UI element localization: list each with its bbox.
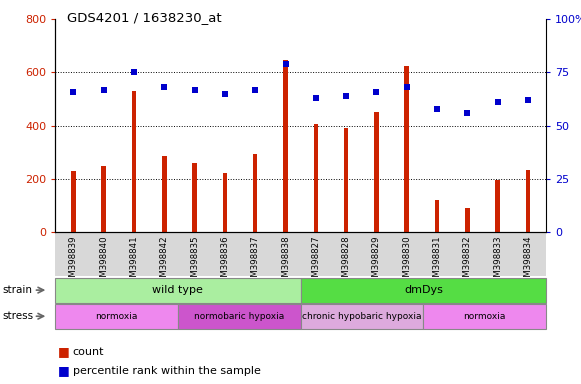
Bar (435, 200, 439, 232)
Point (130, 70, 139, 76)
Text: strain: strain (3, 285, 33, 295)
Point (342, 93, 351, 99)
Point (160, 84, 169, 91)
Text: percentile rank within the sample: percentile rank within the sample (73, 366, 260, 376)
Bar (465, 209, 469, 232)
Bar (223, 173, 227, 232)
Bar (71, 171, 76, 232)
Text: ■: ■ (58, 345, 70, 358)
Point (69, 89, 78, 95)
Point (372, 89, 381, 95)
Bar (314, 124, 318, 232)
Bar (404, 66, 409, 232)
Bar (526, 170, 530, 232)
Bar (284, 61, 288, 232)
Text: count: count (73, 347, 104, 357)
Point (523, 97, 533, 103)
Text: dmDys: dmDys (404, 285, 443, 295)
Bar (253, 154, 257, 232)
Text: GDS4201 / 1638230_at: GDS4201 / 1638230_at (67, 12, 221, 25)
Point (220, 91, 229, 97)
Text: normoxia: normoxia (464, 312, 506, 321)
Text: chronic hypobaric hypoxia: chronic hypobaric hypoxia (302, 312, 422, 321)
Text: normobaric hypoxia: normobaric hypoxia (194, 312, 285, 321)
Point (402, 84, 411, 91)
Bar (132, 91, 137, 232)
Point (281, 61, 290, 67)
Text: ■: ■ (58, 364, 70, 377)
Bar (162, 156, 167, 232)
Bar (496, 180, 500, 232)
Point (250, 86, 260, 93)
Point (462, 110, 472, 116)
Text: wild type: wild type (152, 285, 203, 295)
Bar (192, 162, 197, 232)
Text: normoxia: normoxia (95, 312, 138, 321)
Text: stress: stress (3, 311, 34, 321)
Point (493, 99, 503, 105)
Point (190, 86, 199, 93)
Bar (344, 128, 349, 232)
Point (311, 95, 321, 101)
Bar (374, 113, 379, 232)
Point (99, 86, 108, 93)
Bar (102, 166, 106, 232)
Point (432, 106, 442, 112)
